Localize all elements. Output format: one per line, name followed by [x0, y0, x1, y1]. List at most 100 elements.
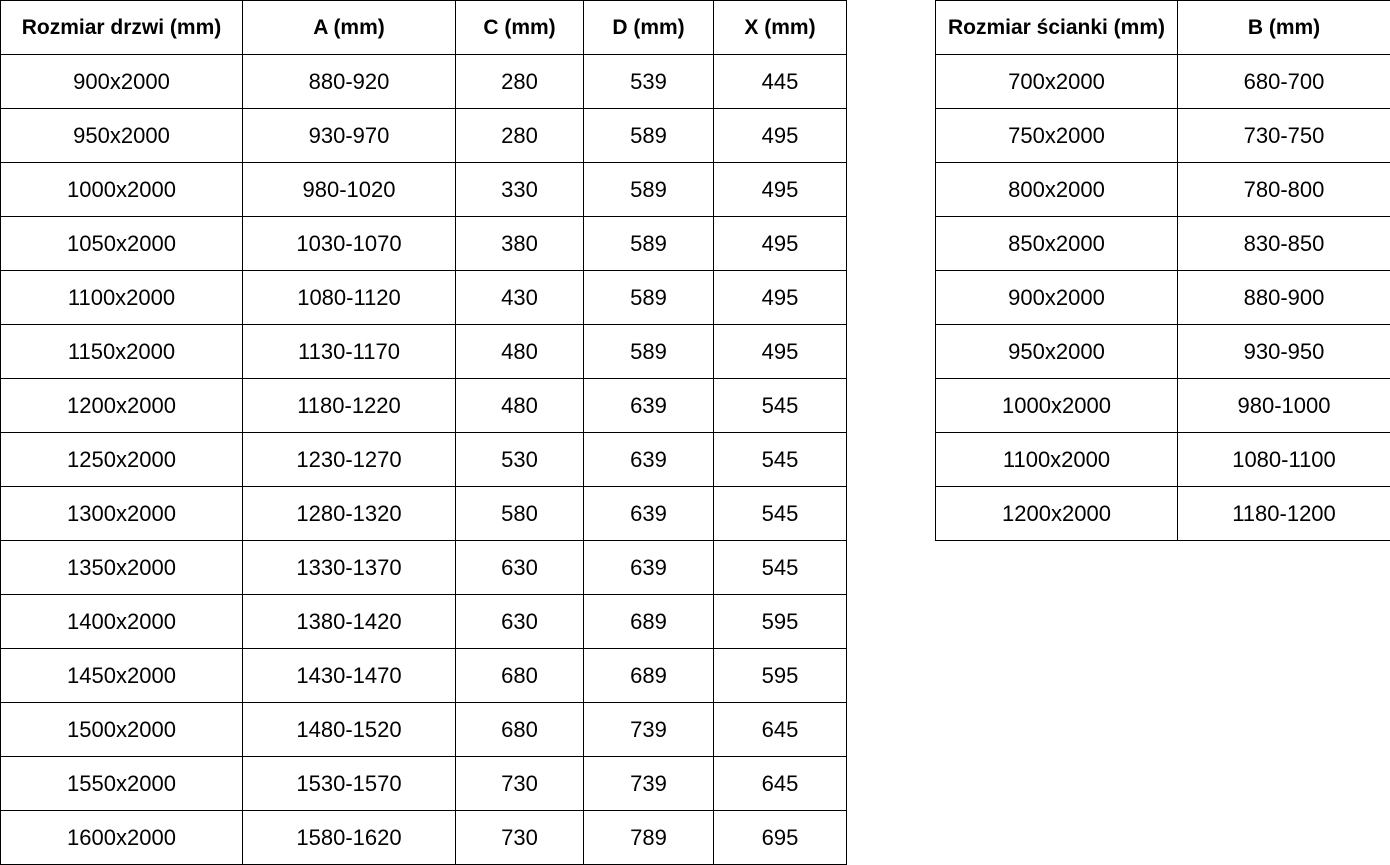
- table-cell: 880-920: [242, 54, 456, 109]
- table-row: 1250x2000 1230-1270 530 639 545: [0, 432, 847, 487]
- table-cell: 1180-1220: [242, 378, 456, 433]
- table-cell: 850x2000: [935, 216, 1178, 271]
- table-cell: 280: [455, 108, 584, 163]
- table-cell: 1430-1470: [242, 648, 456, 703]
- table-cell: 800x2000: [935, 162, 1178, 217]
- table-cell: 680: [455, 702, 584, 757]
- table-cell: 1180-1200: [1177, 486, 1390, 541]
- table-row: 950x2000 930-970 280 589 495: [0, 108, 847, 163]
- table-cell: 1380-1420: [242, 594, 456, 649]
- table-row: 950x2000 930-950: [935, 324, 1390, 379]
- table-cell: 1330-1370: [242, 540, 456, 595]
- column-header: C (mm): [455, 0, 584, 55]
- table-row: 900x2000 880-900: [935, 270, 1390, 325]
- table-cell: 539: [583, 54, 714, 109]
- table-cell: 789: [583, 810, 714, 865]
- table-cell: 1580-1620: [242, 810, 456, 865]
- table-cell: 730: [455, 756, 584, 811]
- table-cell: 1050x2000: [0, 216, 243, 271]
- table-cell: 589: [583, 108, 714, 163]
- table-cell: 739: [583, 702, 714, 757]
- table-row: 1200x2000 1180-1220 480 639 545: [0, 378, 847, 433]
- table-cell: 445: [713, 54, 847, 109]
- table-row: 1150x2000 1130-1170 480 589 495: [0, 324, 847, 379]
- table-cell: 1000x2000: [0, 162, 243, 217]
- table-cell: 1000x2000: [935, 378, 1178, 433]
- table-cell: 589: [583, 270, 714, 325]
- table-cell: 1350x2000: [0, 540, 243, 595]
- table-row: 1000x2000 980-1000: [935, 378, 1390, 433]
- table-cell: 900x2000: [935, 270, 1178, 325]
- table-cell: 730-750: [1177, 108, 1390, 163]
- table-cell: 930-950: [1177, 324, 1390, 379]
- table-cell: 739: [583, 756, 714, 811]
- table-cell: 1100x2000: [0, 270, 243, 325]
- table-cell: 330: [455, 162, 584, 217]
- table-cell: 1100x2000: [935, 432, 1178, 487]
- table-cell: 1230-1270: [242, 432, 456, 487]
- table-row: 1300x2000 1280-1320 580 639 545: [0, 486, 847, 541]
- table-cell: 495: [713, 270, 847, 325]
- table-row: 1550x2000 1530-1570 730 739 645: [0, 756, 847, 811]
- table-cell: 1300x2000: [0, 486, 243, 541]
- table-cell: 950x2000: [0, 108, 243, 163]
- table-cell: 1280-1320: [242, 486, 456, 541]
- table-cell: 639: [583, 540, 714, 595]
- table-cell: 1130-1170: [242, 324, 456, 379]
- table-row: 1100x2000 1080-1120 430 589 495: [0, 270, 847, 325]
- table-cell: 1150x2000: [0, 324, 243, 379]
- table-cell: 1200x2000: [0, 378, 243, 433]
- table-cell: 639: [583, 486, 714, 541]
- column-header: Rozmiar drzwi (mm): [0, 0, 243, 55]
- table-cell: 680: [455, 648, 584, 703]
- column-header: Rozmiar ścianki (mm): [935, 0, 1178, 55]
- table-cell: 545: [713, 432, 847, 487]
- table-cell: 1550x2000: [0, 756, 243, 811]
- table-cell: 689: [583, 648, 714, 703]
- table-row: 1050x2000 1030-1070 380 589 495: [0, 216, 847, 271]
- table-cell: 639: [583, 432, 714, 487]
- table-cell: 1450x2000: [0, 648, 243, 703]
- table-row: 1350x2000 1330-1370 630 639 545: [0, 540, 847, 595]
- table-cell: 1500x2000: [0, 702, 243, 757]
- table-cell: 645: [713, 702, 847, 757]
- table-cell: 1480-1520: [242, 702, 456, 757]
- table-cell: 545: [713, 378, 847, 433]
- wall-sizes-table: Rozmiar ścianki (mm) B (mm) 700x2000 680-7…: [935, 0, 1390, 541]
- table-row: 1450x2000 1430-1470 680 689 595: [0, 648, 847, 703]
- table-cell: 589: [583, 324, 714, 379]
- table-cell: 1080-1120: [242, 270, 456, 325]
- table-cell: 750x2000: [935, 108, 1178, 163]
- table-cell: 530: [455, 432, 584, 487]
- table-cell: 495: [713, 108, 847, 163]
- table-cell: 1200x2000: [935, 486, 1178, 541]
- door-sizes-table: Rozmiar drzwi (mm) A (mm) C (mm) D (mm) X (m…: [0, 0, 847, 865]
- table-cell: 1080-1100: [1177, 432, 1390, 487]
- table-cell: 780-800: [1177, 162, 1390, 217]
- table-row: 700x2000 680-700: [935, 54, 1390, 109]
- table-cell: 700x2000: [935, 54, 1178, 109]
- table-cell: 880-900: [1177, 270, 1390, 325]
- table-row: 1200x2000 1180-1200: [935, 486, 1390, 541]
- table-cell: 589: [583, 162, 714, 217]
- table-cell: 930-970: [242, 108, 456, 163]
- table-cell: 495: [713, 324, 847, 379]
- table-cell: 380: [455, 216, 584, 271]
- table-cell: 639: [583, 378, 714, 433]
- column-header: B (mm): [1177, 0, 1390, 55]
- table-cell: 280: [455, 54, 584, 109]
- table-cell: 630: [455, 594, 584, 649]
- column-header: X (mm): [713, 0, 847, 55]
- column-header: D (mm): [583, 0, 714, 55]
- table-cell: 980-1020: [242, 162, 456, 217]
- table-cell: 495: [713, 216, 847, 271]
- table-cell: 480: [455, 324, 584, 379]
- table-cell: 695: [713, 810, 847, 865]
- table-row: 1100x2000 1080-1100: [935, 432, 1390, 487]
- table-cell: 545: [713, 486, 847, 541]
- table-row: 750x2000 730-750: [935, 108, 1390, 163]
- table-cell: 1400x2000: [0, 594, 243, 649]
- table-row: 1400x2000 1380-1420 630 689 595: [0, 594, 847, 649]
- table-cell: 580: [455, 486, 584, 541]
